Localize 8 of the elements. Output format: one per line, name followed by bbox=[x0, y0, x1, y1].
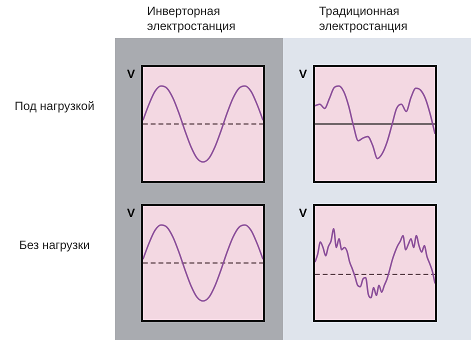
y-axis-title: V bbox=[299, 206, 308, 220]
chart-title: Традиционная электростанция bbox=[319, 4, 408, 34]
y-axis-title: V bbox=[127, 67, 136, 81]
y-axis-title: V bbox=[127, 206, 136, 220]
chart-title: Инверторная электростанция bbox=[147, 4, 236, 34]
text: Под нагрузкой bbox=[14, 99, 96, 113]
text: Без нагрузки bbox=[18, 238, 91, 252]
y-axis-title: V bbox=[299, 67, 308, 81]
